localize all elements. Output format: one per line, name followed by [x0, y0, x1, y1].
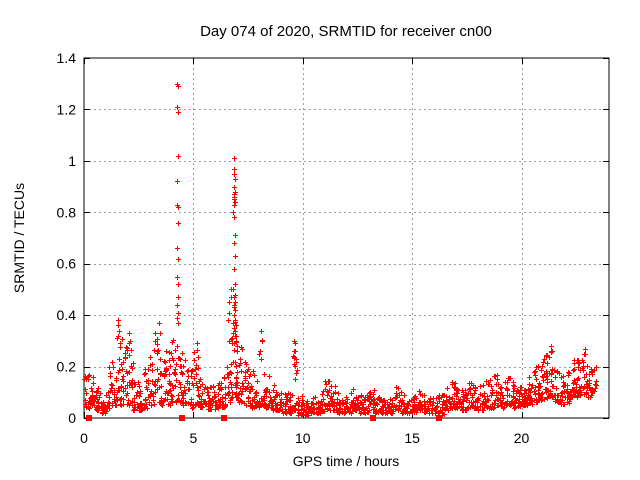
y-tick-label: 0.4: [57, 307, 77, 323]
y-axis-label: SRMTID / TECUs: [11, 183, 27, 293]
x-tick-label: 20: [514, 430, 530, 446]
grid-lines: [84, 58, 609, 418]
y-tick-label: 1.4: [57, 50, 77, 66]
x-tick-label: 5: [189, 430, 197, 446]
y-tick-label: 0.6: [57, 256, 77, 272]
chart-title: Day 074 of 2020, SRMTID for receiver cn0…: [200, 23, 492, 40]
flag-square-marker: [86, 415, 92, 421]
flag-square-marker: [436, 415, 442, 421]
y-tick-label: 1: [68, 153, 76, 169]
flag-square-marker: [221, 415, 227, 421]
y-tick-labels: 0 0.2 0.4 0.6 0.8 1 1.2 1.4: [57, 50, 77, 426]
y-tick-label: 0.2: [57, 359, 77, 375]
x-tick-labels: 0 5 10 15 20: [80, 430, 529, 446]
x-tick-label: 10: [295, 430, 311, 446]
y-tick-label: 1.2: [57, 101, 77, 117]
y-tick-label: 0.8: [57, 204, 77, 220]
flag-square-marker: [179, 415, 185, 421]
x-tick-label: 0: [80, 430, 88, 446]
baseline-flag-markers: [86, 415, 442, 421]
x-axis-label: GPS time / hours: [293, 453, 400, 469]
x-tick-label: 15: [404, 430, 420, 446]
y-tick-label: 0: [68, 410, 76, 426]
axis-ticks: [84, 58, 609, 419]
scatter-points: [82, 82, 599, 418]
flag-square-marker: [370, 415, 376, 421]
plot-border: [83, 57, 610, 419]
